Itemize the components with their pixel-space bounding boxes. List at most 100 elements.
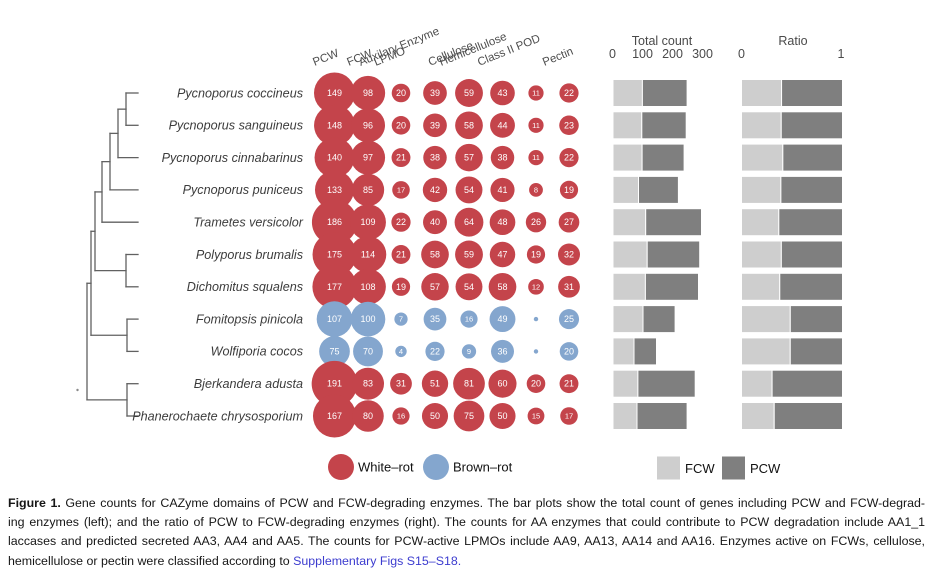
total-count-bar-pcw: [644, 272, 700, 301]
ratio-bar-fcw: [741, 305, 791, 334]
bubble-value: 64: [464, 217, 474, 227]
bubble: [558, 309, 580, 330]
ratio-bar-fcw: [741, 208, 780, 237]
axis-tick-total-count: 100: [632, 47, 653, 61]
bubble-value: 11: [532, 121, 540, 130]
bubble: [391, 277, 411, 296]
bubble-value: 31: [396, 379, 406, 389]
ratio-bar-fcw: [741, 175, 782, 204]
species-label: Pycnoporus sanguineus: [169, 119, 304, 133]
bubble-value: 75: [464, 411, 474, 421]
bubble-value: 12: [532, 282, 540, 291]
bubble: [423, 210, 447, 235]
bubble-value: 41: [497, 185, 507, 195]
bubble: [527, 407, 545, 425]
bubble: [350, 75, 386, 111]
bubble: [423, 113, 447, 138]
bubble: [528, 278, 544, 295]
ratio-bar-pcw: [781, 79, 843, 107]
bubble: [559, 115, 579, 136]
bubble-value: 100: [360, 314, 375, 324]
total-count-bar-pcw: [641, 111, 687, 140]
species-label: Bjerkandera adusta: [194, 377, 303, 391]
total-count-bar-fcw: [612, 111, 643, 140]
bubble-value: 9: [467, 347, 471, 356]
species-label: Trametes versicolor: [193, 216, 303, 230]
supplementary-figs-link[interactable]: Supplementary Figs S15–S18.: [293, 553, 462, 568]
bubble: [526, 245, 546, 264]
bubble-value: 21: [396, 153, 406, 163]
ratio-bar-pcw: [789, 337, 843, 366]
bubble-value: 96: [363, 120, 373, 130]
bubble: [350, 268, 386, 305]
bubble: [528, 149, 544, 166]
bubble-value: 36: [497, 346, 507, 356]
bubble-value: 148: [327, 120, 342, 130]
bubble: [316, 301, 353, 337]
bubble: [421, 370, 449, 397]
bubble-value: 191: [327, 379, 342, 389]
ratio-bar-pcw: [782, 143, 843, 172]
legend-fcw-label: FCW: [685, 461, 715, 476]
bubble-value: 17: [397, 185, 405, 194]
total-count-bar-fcw: [612, 402, 638, 430]
bubble-value: 54: [464, 185, 474, 195]
bubble: [314, 72, 355, 114]
bubble-value: 21: [564, 379, 574, 389]
bubble: [311, 360, 358, 407]
bubble: [391, 245, 411, 264]
bubble-value: 58: [497, 282, 507, 292]
total-count-bar-fcw: [612, 337, 635, 366]
bubble: [391, 116, 411, 135]
bubble-value: 50: [430, 411, 440, 421]
bubble: [455, 176, 483, 204]
bubble-value: 109: [360, 217, 375, 227]
bubble-value: 60: [497, 379, 507, 389]
bubble: [559, 374, 579, 394]
ratio-bar-fcw: [741, 143, 784, 172]
bubble: [560, 407, 578, 425]
bubble-value: 98: [363, 88, 373, 98]
bubble-value: 58: [464, 120, 474, 130]
bubble-value: 43: [497, 88, 507, 98]
axis-tick-total-count: 0: [609, 47, 616, 61]
bubble: [319, 336, 350, 367]
bubble-value: 177: [327, 282, 342, 292]
bubble-value: 57: [464, 153, 474, 163]
total-count-bar-fcw: [612, 305, 644, 334]
bubble-value: 133: [327, 185, 342, 195]
bubble-value: 85: [363, 185, 373, 195]
bubble: [528, 117, 544, 133]
bubble: [461, 344, 477, 359]
bubble: [453, 367, 485, 400]
ratio-bar-pcw: [780, 111, 844, 140]
bubble: [314, 170, 355, 210]
bubble: [391, 212, 411, 232]
total-count-bar-fcw: [612, 79, 643, 107]
bubble: [314, 104, 355, 146]
tree-scale-dot: [76, 388, 79, 392]
bubble: [353, 336, 383, 367]
total-count-bar-fcw: [612, 272, 646, 301]
bubble: [392, 181, 410, 199]
bubble: [559, 83, 579, 103]
bubble: [421, 402, 449, 430]
bubble: [352, 400, 384, 432]
bubble: [489, 209, 516, 236]
bubble-value: 23: [564, 120, 574, 130]
bubble: [490, 177, 515, 202]
bubble-value: 32: [564, 250, 574, 260]
axis-title-total-count: Total count: [632, 34, 693, 48]
ratio-bar-fcw: [741, 272, 781, 301]
total-count-bar-fcw: [612, 143, 643, 172]
legend-brown-rot-swatch: [423, 454, 449, 480]
bubble-value: 38: [497, 153, 507, 163]
total-count-bar-pcw: [637, 369, 696, 398]
axis-tick-ratio: 0: [738, 47, 745, 61]
bubble: [488, 369, 517, 398]
bubble-value: 20: [564, 346, 574, 356]
bubble-value: 19: [564, 185, 574, 195]
bubble: [395, 345, 407, 358]
bubble: [455, 240, 483, 269]
caption-text-4: hemicellulose or pectin were classified …: [8, 553, 294, 568]
